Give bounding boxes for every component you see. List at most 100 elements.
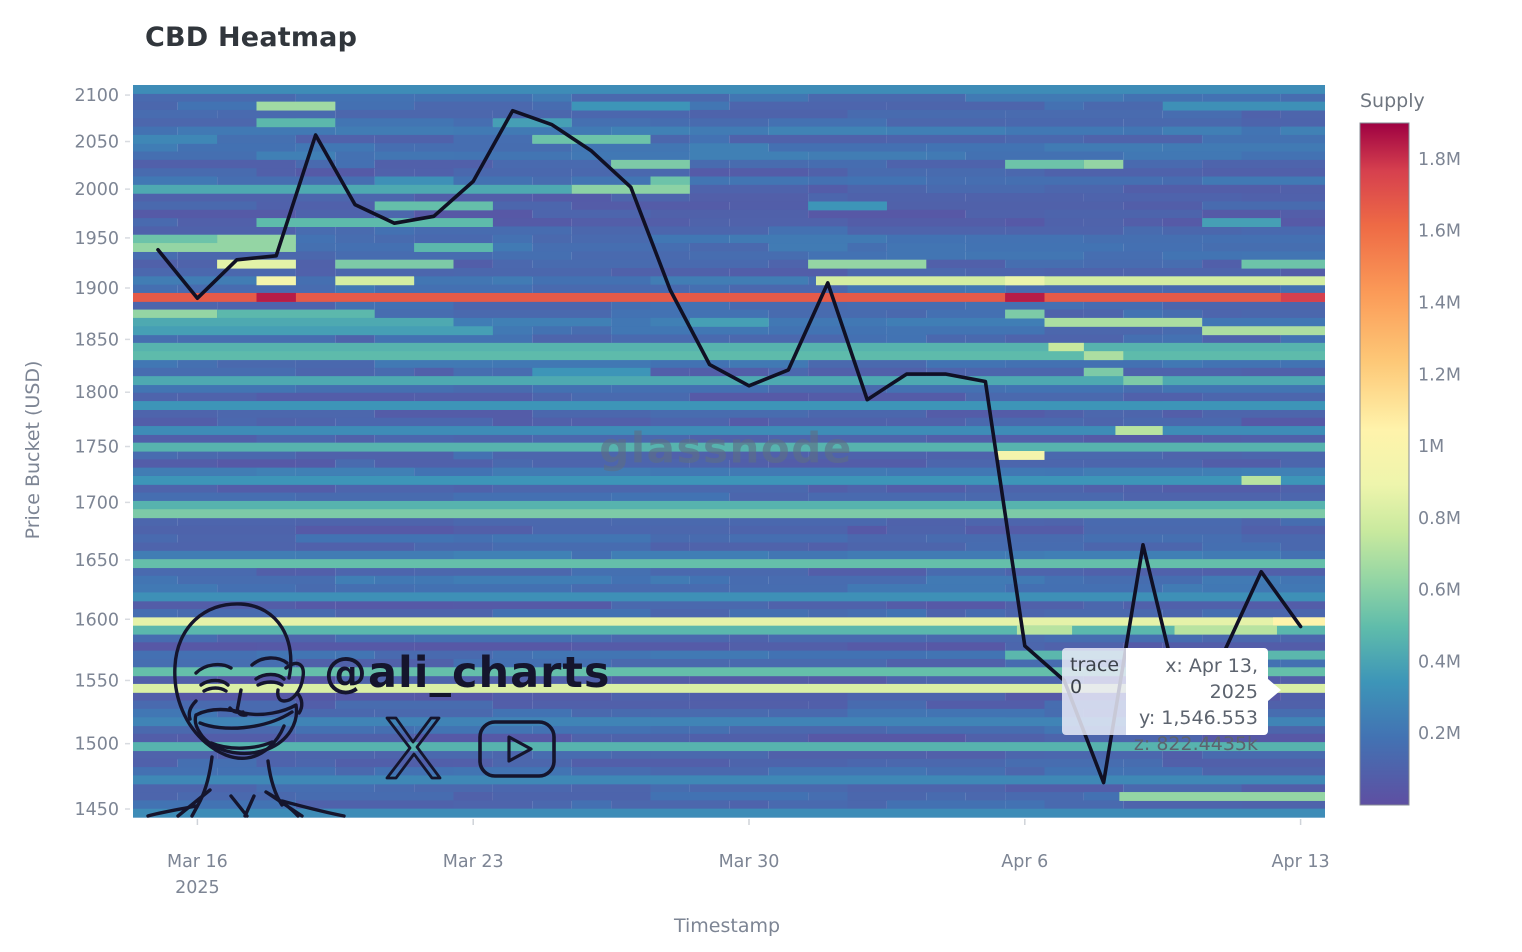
heatmap-cell[interactable]	[133, 609, 178, 618]
heatmap-cell[interactable]	[571, 800, 612, 810]
heatmap-cell[interactable]	[926, 708, 1045, 718]
heatmap-cell[interactable]	[453, 675, 612, 685]
heatmap-cell[interactable]	[926, 600, 1006, 610]
heatmap-cell[interactable]	[965, 284, 1006, 294]
heatmap-cell[interactable]	[532, 725, 651, 735]
heatmap-cell[interactable]	[295, 567, 336, 577]
heatmap-cell[interactable]	[532, 392, 572, 402]
heatmap-cell[interactable]	[689, 134, 730, 144]
heatmap-cell[interactable]	[1044, 184, 1124, 194]
heatmap-cell[interactable]	[1005, 226, 1124, 236]
heatmap-cell[interactable]	[133, 775, 1325, 785]
heatmap-cell[interactable]	[729, 517, 887, 527]
heatmap-cell[interactable]	[1083, 600, 1124, 610]
heatmap-cell[interactable]	[1044, 733, 1203, 743]
heatmap-cell[interactable]	[729, 584, 848, 594]
heatmap-cell[interactable]	[847, 334, 887, 344]
heatmap-cell[interactable]	[295, 367, 375, 377]
heatmap-cell[interactable]	[1202, 176, 1325, 186]
heatmap-cell[interactable]	[571, 392, 690, 402]
heatmap-cell[interactable]	[133, 268, 296, 277]
heatmap-cell[interactable]	[532, 384, 612, 394]
heatmap-cell[interactable]	[1005, 218, 1045, 228]
heatmap-cell[interactable]	[1280, 126, 1325, 136]
heatmap-cell[interactable]	[768, 367, 809, 377]
heatmap-cell[interactable]	[532, 259, 651, 269]
heatmap-cell[interactable]	[335, 259, 454, 269]
heatmap-cell[interactable]	[768, 750, 927, 760]
heatmap-cell[interactable]	[133, 717, 1325, 727]
heatmap-cell[interactable]	[768, 575, 927, 585]
heatmap-cell[interactable]	[1241, 259, 1326, 269]
heatmap-cell[interactable]	[1162, 484, 1281, 494]
heatmap-cell[interactable]	[1005, 584, 1163, 594]
heatmap-cell[interactable]	[492, 118, 572, 128]
heatmap-cell[interactable]	[965, 151, 1124, 161]
heatmap-cell[interactable]	[133, 517, 178, 527]
heatmap-cell[interactable]	[847, 451, 927, 460]
heatmap-cell[interactable]	[453, 451, 493, 460]
heatmap-cell[interactable]	[689, 392, 809, 402]
heatmap-cell[interactable]	[650, 725, 690, 735]
heatmap-cell[interactable]	[965, 733, 1045, 743]
heatmap-cell[interactable]	[295, 268, 336, 277]
heatmap-cell[interactable]	[374, 201, 493, 211]
heatmap-cell[interactable]	[768, 326, 887, 336]
heatmap-cell[interactable]	[453, 575, 612, 585]
heatmap-cell[interactable]	[886, 600, 927, 610]
heatmap-cell[interactable]	[689, 700, 809, 710]
heatmap-cell[interactable]	[1005, 792, 1084, 801]
heatmap-cell[interactable]	[847, 168, 927, 178]
heatmap-cell[interactable]	[295, 542, 415, 552]
heatmap-cell[interactable]	[808, 492, 966, 502]
heatmap-cell[interactable]	[808, 392, 966, 402]
heatmap-cell[interactable]	[295, 193, 415, 203]
heatmap-cell[interactable]	[1123, 484, 1163, 494]
heatmap-cell[interactable]	[133, 392, 178, 402]
heatmap-cell[interactable]	[217, 750, 257, 760]
heatmap-cell[interactable]	[295, 758, 336, 768]
heatmap-cell[interactable]	[1123, 767, 1203, 777]
heatmap-cell[interactable]	[847, 218, 1006, 228]
heatmap-cell[interactable]	[335, 109, 493, 119]
heatmap-cell[interactable]	[453, 758, 493, 768]
heatmap-cell[interactable]	[532, 209, 651, 219]
heatmap-cell[interactable]	[1005, 600, 1084, 610]
heatmap-cell[interactable]	[1123, 201, 1203, 211]
heatmap-cell[interactable]	[133, 401, 1325, 411]
heatmap-cell[interactable]	[1083, 467, 1203, 477]
heatmap-cell[interactable]	[1202, 550, 1281, 560]
heatmap-cell[interactable]	[1202, 209, 1281, 219]
heatmap-cell[interactable]	[492, 251, 572, 261]
heatmap-cell[interactable]	[133, 451, 178, 460]
heatmap-cell[interactable]	[133, 184, 572, 194]
heatmap-cell[interactable]	[729, 301, 848, 311]
heatmap-cell[interactable]	[689, 218, 730, 228]
heatmap-cell[interactable]	[1280, 184, 1325, 194]
heatmap-cell[interactable]	[1162, 176, 1203, 186]
heatmap-cell[interactable]	[133, 559, 1325, 569]
heatmap-cell[interactable]	[177, 334, 336, 344]
heatmap-cell[interactable]	[414, 733, 572, 743]
heatmap-cell[interactable]	[374, 367, 415, 377]
heatmap-cell[interactable]	[374, 234, 415, 244]
heatmap-cell[interactable]	[133, 309, 218, 319]
heatmap-cell[interactable]	[768, 126, 887, 136]
heatmap-cell[interactable]	[1123, 409, 1163, 419]
heatmap-cell[interactable]	[1241, 118, 1326, 128]
heatmap-cell[interactable]	[1162, 359, 1203, 369]
heatmap-cell[interactable]	[1005, 384, 1124, 394]
heatmap-cell[interactable]	[1280, 692, 1325, 702]
heatmap-cell[interactable]	[886, 467, 1045, 477]
heatmap-cell[interactable]	[729, 467, 887, 477]
heatmap-cell[interactable]	[1044, 326, 1163, 336]
heatmap-cell[interactable]	[886, 384, 1006, 394]
heatmap-cell[interactable]	[729, 134, 887, 144]
heatmap-cell[interactable]	[133, 209, 296, 219]
heatmap-cell[interactable]	[1202, 93, 1281, 103]
heatmap-cell[interactable]	[650, 575, 690, 585]
heatmap-cell[interactable]	[453, 176, 533, 186]
heatmap-cell[interactable]	[256, 392, 415, 402]
heatmap-cell[interactable]	[453, 434, 533, 444]
heatmap-cell[interactable]	[1280, 492, 1325, 502]
